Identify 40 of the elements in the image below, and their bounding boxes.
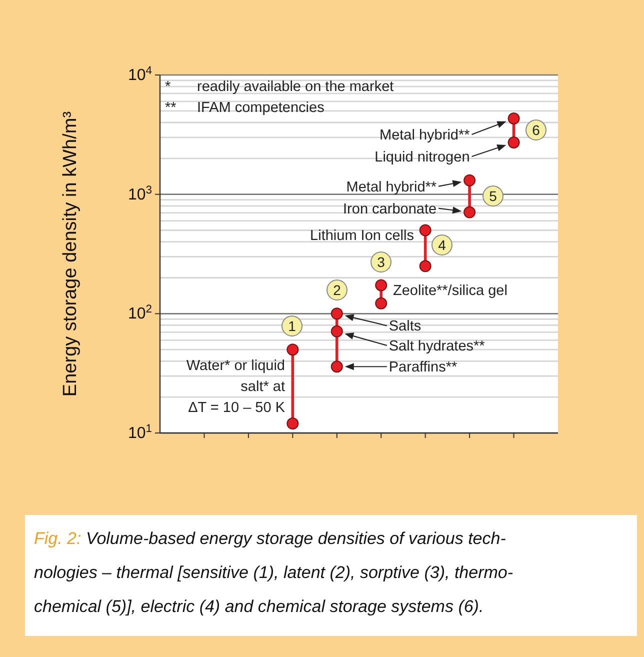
point xyxy=(419,260,432,272)
point xyxy=(464,174,476,186)
text: ** IFAM competencies xyxy=(165,100,324,116)
annotation: 1 xyxy=(288,318,296,334)
point xyxy=(330,308,343,320)
annotation: Water* or liquid salt* at ΔT = 10 – 50 K xyxy=(186,358,286,416)
point xyxy=(286,418,299,430)
y-tick-label: 10$^{4}$ xyxy=(128,65,152,84)
point xyxy=(330,325,343,338)
annotation: 2 xyxy=(333,282,342,298)
annotation: Zeolite**/silica gel xyxy=(393,283,508,299)
text: Volume-based energy storage densities of various tech- xyxy=(86,529,506,548)
point xyxy=(286,344,299,356)
point xyxy=(508,136,520,148)
caption: Fig. 2: xyxy=(34,529,86,548)
text: nologies – thermal [sensitive (1), latent (2), sorptive (3), thermo- xyxy=(34,563,514,582)
point xyxy=(330,360,343,373)
y-tick-label: 10$^{2}$ xyxy=(128,304,152,323)
annotation: Metal hybrid** xyxy=(346,179,437,196)
text: chemical (5)], electric (4) and chemical storage systems (6). xyxy=(34,597,484,616)
y-tick-label: 10$^{1}$ xyxy=(128,423,152,442)
annotation: Lithium Ion cells xyxy=(310,228,414,244)
annotation: 3 xyxy=(377,254,386,270)
annotation: 5 xyxy=(489,188,498,204)
y-axis-title: Energy storage density in kWh/m³ xyxy=(60,111,81,397)
annotation: Salts xyxy=(388,318,422,335)
annotation: 4 xyxy=(438,237,446,253)
annotation: Iron carbonate xyxy=(343,201,437,218)
text: * readily available on the market xyxy=(165,79,394,95)
point xyxy=(508,112,520,124)
point xyxy=(375,297,388,310)
y-tick-label: 10$^{3}$ xyxy=(128,184,152,204)
annotation: Paraffins** xyxy=(388,360,458,376)
point xyxy=(375,279,388,292)
annotation: Liquid nitrogen xyxy=(374,149,470,166)
point xyxy=(419,224,432,236)
annotation: Metal hybrid** xyxy=(380,128,470,144)
point xyxy=(464,206,476,218)
annotation: Salt hydrates** xyxy=(388,338,486,354)
annotation: 6 xyxy=(532,122,540,138)
